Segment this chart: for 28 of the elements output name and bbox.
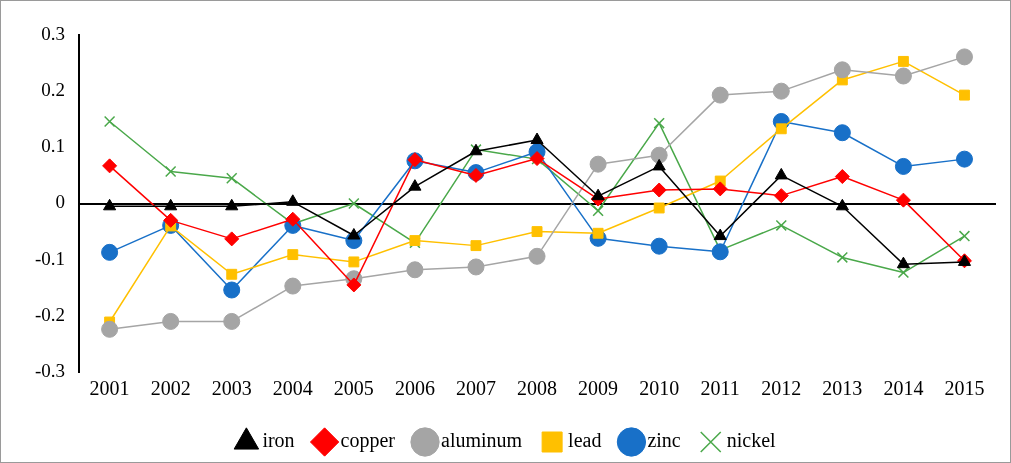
y-tick-label: 0.2 <box>41 79 66 101</box>
x-tick-label: 2013 <box>822 377 863 400</box>
legend-label: iron <box>262 429 295 452</box>
y-tick-label: 0.1 <box>41 135 66 157</box>
x-tick-label: 2012 <box>761 377 802 400</box>
legend-label: lead <box>568 429 602 452</box>
x-tick-label: 2005 <box>333 377 374 400</box>
legend-label: nickel <box>726 429 777 452</box>
x-tick-label: 2008 <box>517 377 558 400</box>
y-tick-label: 0 <box>55 191 66 213</box>
x-tick-label: 2007 <box>455 377 496 400</box>
x-tick-label: 2003 <box>211 377 252 400</box>
x-tick-label: 2014 <box>883 377 924 400</box>
y-tick-label: -0.3 <box>35 359 66 381</box>
y-tick-label: 0.3 <box>41 22 66 44</box>
x-tick-label: 2011 <box>700 377 740 400</box>
x-tick-label: 2004 <box>272 377 313 400</box>
x-tick-label: 2009 <box>578 377 619 400</box>
y-tick-label: -0.1 <box>35 247 66 269</box>
legend-label: aluminum <box>441 429 523 452</box>
x-tick-label: 2006 <box>394 377 435 400</box>
legend-label: zinc <box>647 429 681 452</box>
x-tick-label: 2002 <box>150 377 191 400</box>
legend-label: copper <box>340 429 396 453</box>
x-tick-label: 2001 <box>89 377 130 400</box>
x-tick-label: 2015 <box>944 377 985 400</box>
x-tick-label: 2010 <box>639 377 680 400</box>
y-tick-label: -0.2 <box>35 303 66 325</box>
